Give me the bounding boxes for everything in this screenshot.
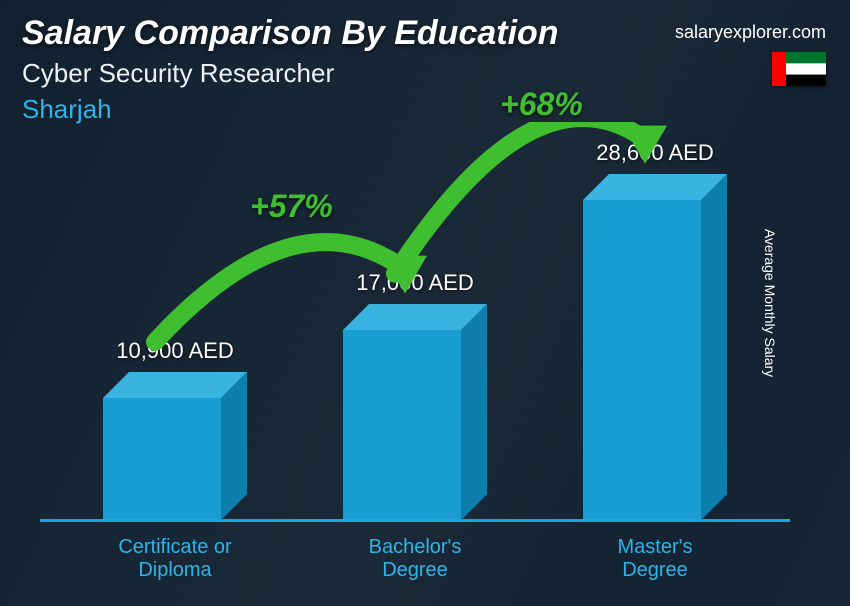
bar-3d <box>103 372 247 520</box>
page-subtitle: Cyber Security Researcher <box>22 58 334 89</box>
infographic-canvas: Salary Comparison By Education Cyber Sec… <box>0 0 850 606</box>
growth-percent-label: +68% <box>500 86 583 123</box>
attribution-text: salaryexplorer.com <box>675 22 826 43</box>
flag-icon <box>772 52 826 86</box>
location-label: Sharjah <box>22 94 112 125</box>
bar-category-label: Certificate orDiploma <box>75 536 275 582</box>
page-title: Salary Comparison By Education <box>22 14 559 53</box>
growth-percent-label: +57% <box>250 188 333 225</box>
bar-category-label: Bachelor'sDegree <box>315 536 515 582</box>
bar-3d <box>583 174 727 520</box>
bar-category-label: Master'sDegree <box>555 536 755 582</box>
bar-value-label: 17,000 AED <box>356 270 473 296</box>
bar-value-label: 10,900 AED <box>116 338 233 364</box>
bar-value-label: 28,600 AED <box>596 140 713 166</box>
bar-3d <box>343 304 487 520</box>
bar-chart: Certificate orDiploma 10,900 AED Bachelor'… <box>40 122 790 582</box>
